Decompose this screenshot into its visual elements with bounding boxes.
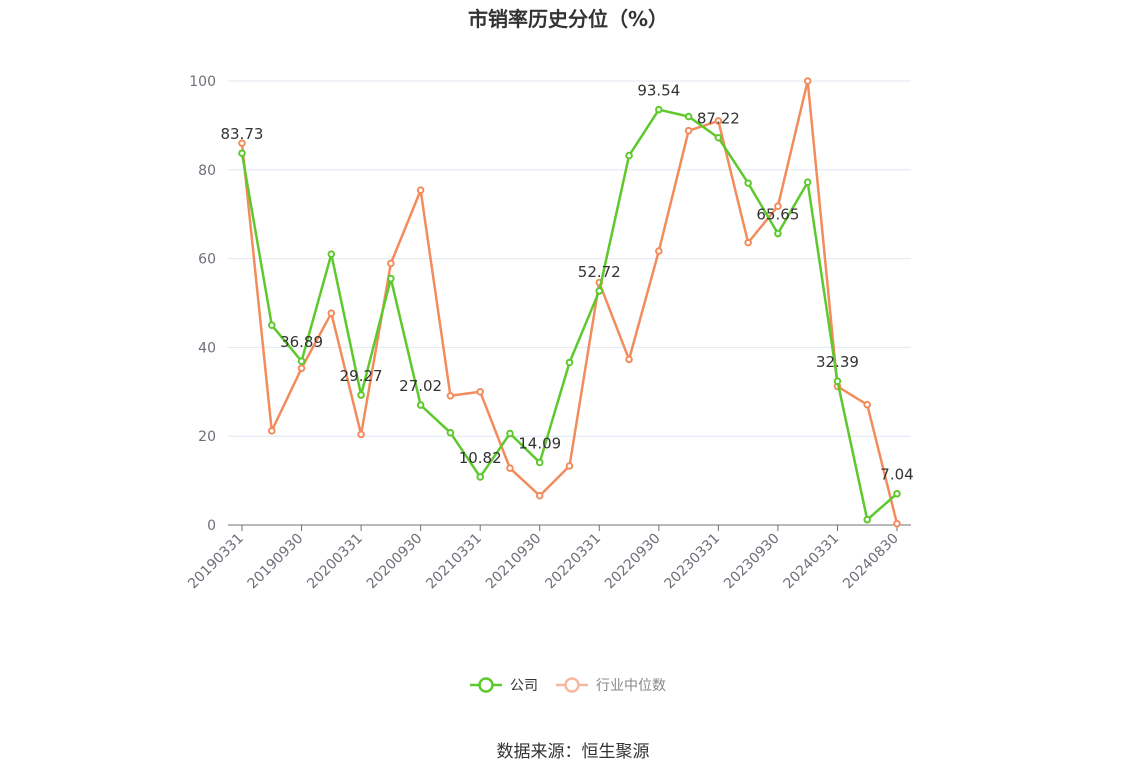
y-tick-label: 80	[198, 163, 216, 179]
series-point-1	[684, 126, 693, 135]
series-point-1	[357, 430, 365, 439]
series-point-0	[446, 428, 455, 437]
series-point-1	[893, 519, 901, 528]
series-point-1	[655, 247, 663, 255]
series-point-0	[833, 377, 842, 385]
series-point-1	[446, 391, 455, 400]
series-point-1	[267, 427, 276, 435]
series-point-0	[625, 151, 633, 160]
chart-title: 市销率历史分位（%）	[468, 7, 668, 31]
legend-marker	[564, 677, 580, 693]
legend-item-0[interactable]: 公司	[470, 677, 538, 694]
y-tick-label: 0	[207, 518, 216, 534]
series-point-0	[684, 112, 693, 121]
x-tick-label: 20200930	[364, 531, 426, 593]
series-point-1	[476, 388, 484, 396]
y-tick-label: 20	[198, 429, 216, 445]
series-point-1	[297, 364, 306, 373]
series-point-1	[714, 117, 723, 125]
data-label: 52.72	[578, 263, 621, 281]
series-point-0	[297, 357, 306, 366]
series-point-1	[387, 259, 395, 268]
data-label: 83.73	[221, 125, 264, 143]
series-point-1	[803, 77, 812, 85]
series-point-0	[893, 489, 901, 498]
data-label: 10.82	[459, 449, 502, 467]
x-tick-label: 20220331	[542, 531, 604, 593]
series-point-0	[803, 178, 812, 187]
x-tick-label: 20200331	[304, 531, 366, 593]
series-point-0	[774, 229, 782, 238]
x-tick-label: 20240830	[840, 531, 902, 593]
series-point-0	[565, 358, 574, 367]
x-tick-label: 20210930	[483, 531, 545, 593]
x-tick-label: 20230331	[661, 531, 723, 593]
series-point-0	[416, 401, 425, 409]
data-label: 32.39	[816, 353, 859, 371]
data-label: 29.27	[340, 367, 383, 385]
series-point-0	[238, 149, 246, 158]
y-axis: 0 20 40 60 80 100	[189, 74, 216, 534]
legend-label: 公司	[510, 678, 538, 694]
y-tick-label: 40	[198, 340, 216, 356]
series-point-0	[535, 458, 544, 467]
x-tick-label: 20220930	[602, 531, 664, 593]
series-point-1	[506, 464, 514, 472]
x-axis: 2019033120190930202003312020093020210331…	[185, 524, 911, 593]
series-point-1	[565, 462, 574, 470]
series-point-0	[476, 473, 484, 481]
data-label: 87.22	[697, 110, 740, 128]
x-tick-label: 20230930	[721, 531, 783, 593]
series-point-0	[327, 250, 336, 258]
y-tick-label: 100	[189, 74, 216, 90]
series-point-1	[625, 355, 633, 364]
series-point-1	[863, 400, 872, 409]
source-note: 数据来源：恒生聚源	[497, 742, 650, 762]
series-point-1	[535, 491, 544, 500]
series-point-0	[714, 133, 723, 142]
data-label: 27.02	[399, 377, 442, 395]
series-point-1	[416, 186, 425, 195]
legend[interactable]: 公司 行业中位数	[470, 677, 666, 694]
series-point-0	[267, 321, 276, 330]
x-tick-label: 20190331	[185, 531, 247, 593]
series-point-1	[238, 139, 246, 147]
series-point-0	[655, 105, 663, 114]
x-tick-label: 20190930	[245, 531, 307, 593]
series-point-0	[506, 429, 514, 438]
series-point-0	[357, 391, 365, 399]
grid	[228, 80, 911, 437]
series-point-0	[863, 515, 872, 524]
data-labels: 83.73 36.89 29.27 27.02 10.82 14.09 52.72 93.54…	[221, 82, 914, 484]
x-tick-label: 20210331	[423, 531, 485, 593]
data-label: 14.09	[518, 434, 561, 452]
series-point-1	[327, 309, 336, 318]
legend-item-1[interactable]: 行业中位数	[556, 677, 666, 694]
series-point-0	[387, 274, 395, 283]
data-label: 93.54	[637, 82, 680, 100]
data-label: 36.89	[280, 333, 323, 351]
series-point-0	[595, 287, 604, 295]
series-point-1	[744, 238, 752, 247]
y-tick-label: 60	[198, 252, 216, 268]
series-layer	[238, 77, 901, 528]
data-label: 7.04	[880, 466, 913, 484]
series-point-0	[744, 179, 752, 187]
data-label: 65.65	[756, 206, 799, 224]
x-tick-label: 20240331	[781, 531, 843, 593]
series-point-1	[774, 202, 782, 211]
legend-label: 行业中位数	[596, 678, 666, 694]
legend-marker	[478, 677, 494, 693]
